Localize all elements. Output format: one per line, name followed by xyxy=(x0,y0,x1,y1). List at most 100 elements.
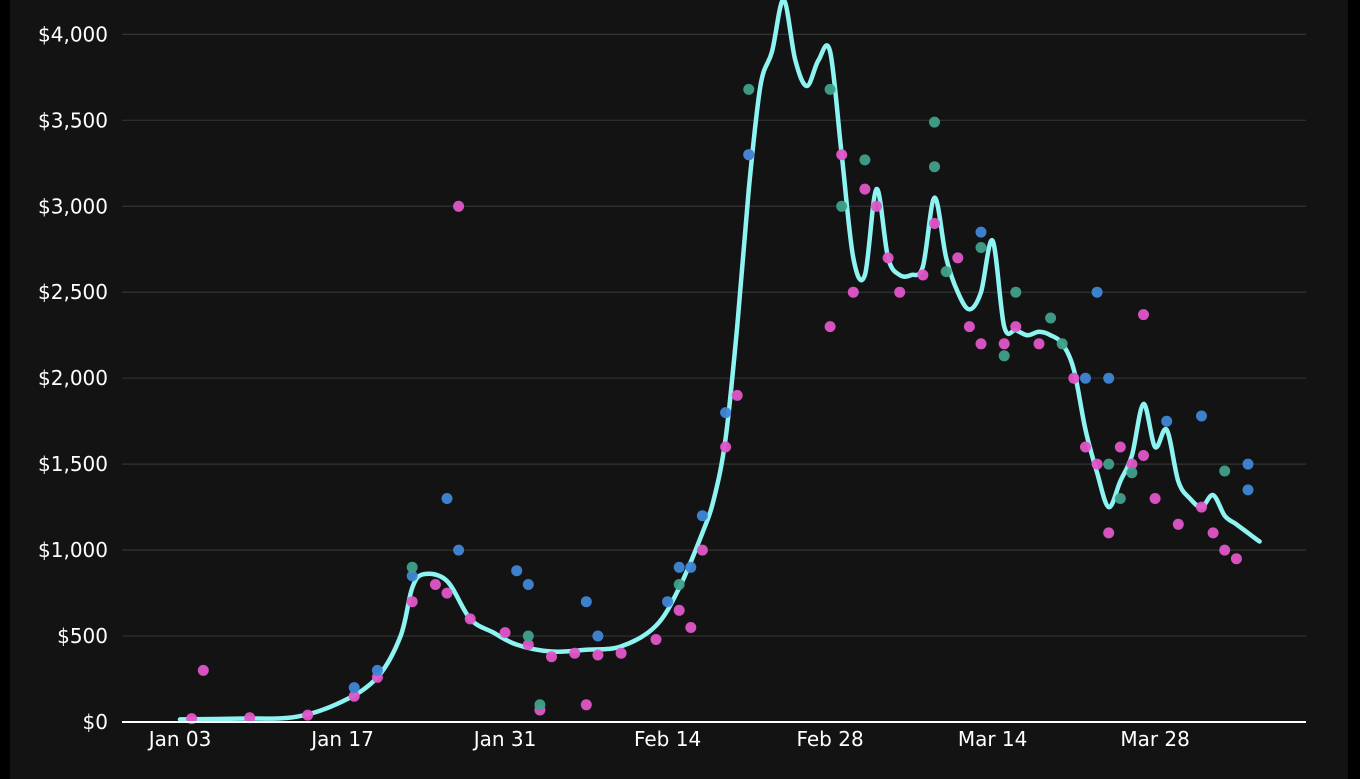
y-tick-label: $0 xyxy=(83,710,108,734)
chart-frame: $0 $500 $1,000 $1,500 $2,000 $2,500 $3,000 $3,5… xyxy=(10,0,1348,779)
data-point xyxy=(720,441,732,453)
data-point xyxy=(998,350,1010,362)
data-point xyxy=(1196,410,1207,422)
data-point xyxy=(499,627,511,639)
data-point xyxy=(1126,467,1138,479)
data-point xyxy=(522,579,534,590)
data-point xyxy=(534,699,546,711)
x-tick-label: Mar 28 xyxy=(1120,727,1190,751)
data-point xyxy=(522,639,534,651)
data-point xyxy=(743,83,755,95)
data-point xyxy=(720,407,732,419)
data-point xyxy=(1080,372,1091,384)
data-point xyxy=(348,682,360,694)
data-point xyxy=(453,544,465,556)
data-point xyxy=(975,226,987,238)
data-point xyxy=(685,622,697,633)
price-points-series xyxy=(186,83,1254,725)
data-point xyxy=(1126,458,1138,470)
data-point xyxy=(685,561,697,573)
data-point xyxy=(1219,544,1231,556)
y-tick-label: $3,500 xyxy=(38,108,108,132)
x-tick-label: Jan 31 xyxy=(472,727,537,751)
data-point xyxy=(197,664,209,676)
data-point xyxy=(673,561,685,573)
data-point xyxy=(998,338,1010,350)
data-point xyxy=(615,647,627,659)
data-point xyxy=(1219,465,1231,477)
data-point xyxy=(546,651,557,663)
data-point xyxy=(1196,501,1207,513)
price-chart: $0 $500 $1,000 $1,500 $2,000 $2,500 $3,000 $3,5… xyxy=(38,0,1306,751)
data-point xyxy=(1114,493,1126,504)
data-point xyxy=(1056,338,1068,350)
y-tick-label: $2,500 xyxy=(38,280,108,304)
data-point xyxy=(1080,441,1091,453)
data-point xyxy=(696,510,708,522)
data-point xyxy=(592,630,604,642)
data-point xyxy=(406,570,418,582)
data-point xyxy=(429,579,441,590)
data-point xyxy=(592,649,604,661)
data-point xyxy=(1114,441,1126,453)
data-point xyxy=(1010,286,1022,298)
data-point xyxy=(1138,450,1149,461)
data-point xyxy=(894,286,906,298)
data-point xyxy=(1242,458,1254,470)
data-point xyxy=(1161,415,1173,427)
data-point xyxy=(1068,372,1080,384)
data-point xyxy=(650,634,662,645)
x-tick-label: Feb 14 xyxy=(634,727,701,751)
data-point xyxy=(940,266,952,278)
data-point xyxy=(847,286,859,298)
data-point xyxy=(836,149,848,161)
data-point xyxy=(580,699,592,711)
data-point xyxy=(871,200,882,212)
data-point xyxy=(244,712,256,724)
data-point xyxy=(1230,553,1242,565)
y-tick-label: $4,000 xyxy=(38,22,108,46)
data-point xyxy=(406,561,418,573)
x-axis-ticks: Jan 03 Jan 17 Jan 31 Feb 14 Feb 28 Mar 14 Mar … xyxy=(147,727,1190,751)
data-point xyxy=(569,647,581,659)
data-point xyxy=(917,269,929,281)
data-point xyxy=(731,389,743,401)
x-tick-label: Jan 17 xyxy=(309,727,374,751)
data-point xyxy=(836,200,848,212)
data-point xyxy=(522,630,534,642)
price-line-series xyxy=(177,0,1262,722)
data-point xyxy=(1033,338,1045,350)
y-tick-label: $1,500 xyxy=(38,452,108,476)
gridlines xyxy=(122,33,1306,637)
data-point xyxy=(1091,458,1103,470)
data-point xyxy=(464,613,476,625)
data-point xyxy=(952,252,964,264)
data-point xyxy=(882,252,894,264)
data-point xyxy=(929,218,940,229)
data-point xyxy=(1103,458,1115,470)
data-point xyxy=(1091,286,1103,298)
data-point xyxy=(441,493,453,504)
y-tick-label: $3,000 xyxy=(38,194,108,218)
data-point xyxy=(1149,493,1161,504)
data-point xyxy=(302,709,314,721)
data-point xyxy=(859,183,871,195)
data-point xyxy=(1172,518,1184,530)
data-point xyxy=(1103,527,1115,539)
data-point xyxy=(743,149,755,161)
data-point xyxy=(975,242,987,253)
data-point xyxy=(1138,309,1149,321)
data-point xyxy=(673,579,685,590)
x-tick-label: Feb 28 xyxy=(796,727,863,751)
data-point xyxy=(824,83,836,95)
data-point xyxy=(1242,484,1254,496)
data-point xyxy=(929,161,940,173)
data-point xyxy=(348,690,360,702)
data-point xyxy=(371,664,383,676)
data-point xyxy=(1103,372,1115,384)
data-point xyxy=(662,596,674,608)
data-point xyxy=(696,544,708,556)
data-point xyxy=(441,587,453,599)
x-tick-label: Mar 14 xyxy=(958,727,1028,751)
data-point xyxy=(453,200,465,212)
